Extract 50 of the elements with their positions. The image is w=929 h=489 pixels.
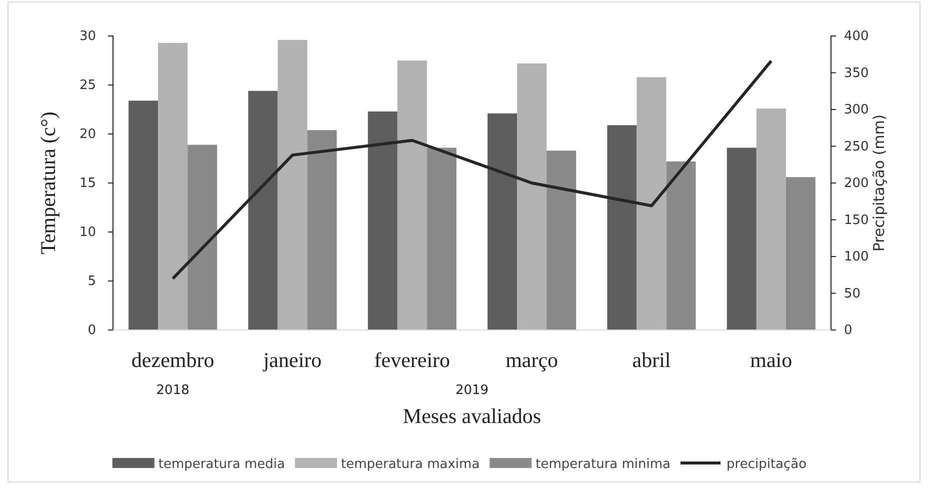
y2-tick-label: 350 bbox=[844, 66, 869, 81]
bar bbox=[517, 63, 547, 330]
bar bbox=[368, 111, 398, 330]
x-tick-label: fevereiro bbox=[374, 348, 450, 372]
x-tick-label: março bbox=[506, 348, 558, 372]
bar bbox=[278, 40, 308, 330]
bar bbox=[786, 177, 816, 330]
bar bbox=[128, 100, 158, 330]
bar bbox=[726, 148, 756, 330]
y-tick-label: 5 bbox=[88, 274, 96, 290]
x-tick-label: abril bbox=[632, 348, 671, 372]
text: 2019 bbox=[455, 383, 489, 398]
y2-axis-title: Precipitação (mm) bbox=[870, 114, 888, 252]
bar bbox=[307, 130, 337, 330]
text: 2018 bbox=[156, 383, 190, 398]
bar bbox=[488, 113, 518, 330]
y-axis-title: Temperatura (c°) bbox=[36, 112, 60, 254]
bar bbox=[546, 150, 576, 330]
x-tick-label: maio bbox=[750, 348, 792, 372]
y2-tick-label: 0 bbox=[844, 323, 852, 338]
bar bbox=[248, 90, 278, 330]
y2-tick-label: 250 bbox=[844, 139, 869, 154]
y2-tick-label: 200 bbox=[844, 176, 869, 192]
y-tick-label: 25 bbox=[79, 78, 96, 94]
legend-label: temperatura maxima bbox=[340, 457, 480, 472]
x-tick-label: dezembro bbox=[131, 348, 214, 372]
bar bbox=[188, 144, 218, 330]
y2-tick-label: 400 bbox=[844, 29, 869, 44]
y2-tick-label: 50 bbox=[844, 286, 861, 302]
y-tick-label: 15 bbox=[79, 176, 96, 192]
y-tick-label: 20 bbox=[79, 127, 96, 142]
y2-tick-label: 300 bbox=[844, 102, 869, 118]
y-tick-label: 30 bbox=[79, 29, 96, 44]
x-tick-label: janeiro bbox=[262, 348, 322, 372]
y2-tick-label: 100 bbox=[844, 250, 869, 265]
y-tick-label: 0 bbox=[88, 323, 96, 338]
bar bbox=[666, 161, 696, 330]
bar bbox=[397, 60, 427, 330]
bar bbox=[426, 148, 456, 330]
y2-tick-label: 150 bbox=[844, 212, 869, 228]
bar bbox=[636, 77, 666, 330]
x-axis-title: Meses avaliados bbox=[402, 404, 542, 428]
bar bbox=[756, 108, 786, 330]
legend-label: temperatura minima bbox=[536, 457, 671, 472]
bar bbox=[158, 42, 188, 330]
legend-label: precipitação bbox=[726, 457, 807, 472]
bar bbox=[607, 125, 637, 330]
line-series bbox=[171, 59, 773, 280]
y-tick-label: 10 bbox=[79, 225, 96, 240]
legend-label: temperatura media bbox=[158, 457, 285, 472]
